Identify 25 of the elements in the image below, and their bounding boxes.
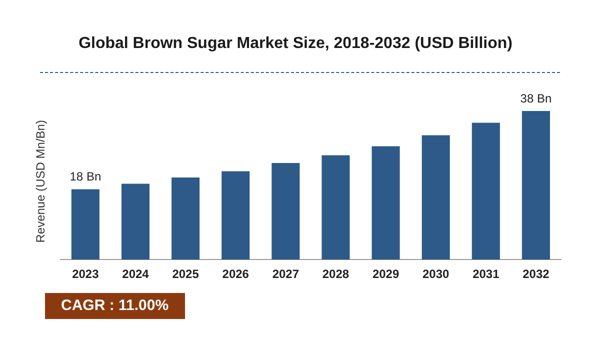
- x-tick-label: 2023: [72, 267, 100, 282]
- x-tick-label: 2029: [372, 267, 400, 282]
- bar: [222, 171, 250, 260]
- x-tick-label: 2030: [422, 267, 450, 282]
- x-tick-label: 2026: [222, 267, 250, 282]
- chart-title: Global Brown Sugar Market Size, 2018-2032 (USD Billion): [78, 35, 512, 52]
- x-tick-label: 2027: [272, 267, 300, 282]
- bar: [522, 111, 550, 260]
- data-label: 18 Bn: [70, 170, 102, 184]
- bar: [422, 135, 450, 260]
- bar: [272, 163, 300, 260]
- bar: [121, 184, 150, 260]
- bar: [322, 155, 350, 260]
- x-tick-label: 2031: [472, 267, 500, 282]
- bar: [71, 189, 100, 260]
- x-tick-label: 2028: [322, 267, 350, 282]
- x-tick-label: 2024: [122, 267, 150, 282]
- text: CAGR : 11.00%: [45, 293, 185, 319]
- bar: [472, 122, 500, 260]
- x-tick-label: 2025: [172, 267, 200, 282]
- bar: [372, 146, 400, 260]
- data-label: 38 Bn: [520, 91, 552, 106]
- x-tick-label: 2032: [522, 267, 550, 282]
- y-axis-title: Revenue (USD Mn/Bn): [34, 120, 48, 243]
- bar: [172, 177, 200, 260]
